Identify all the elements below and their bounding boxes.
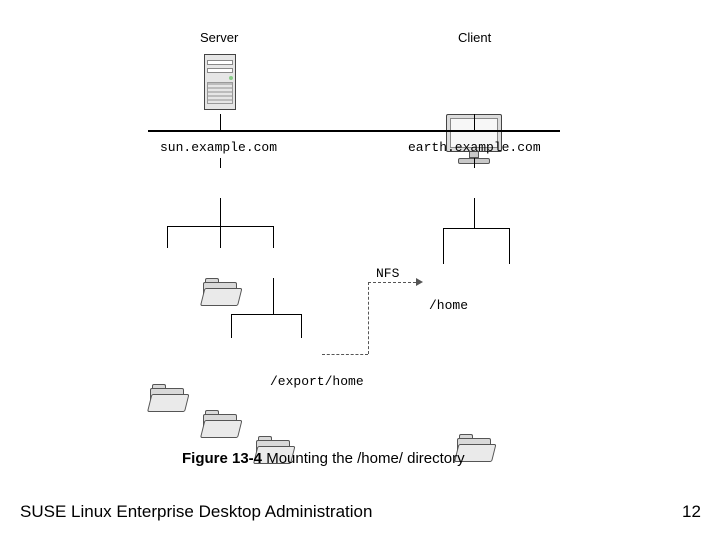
folder-icon [203,278,237,304]
label-server: Server [200,30,238,45]
connector-line [220,198,221,226]
nfs-path [368,282,369,354]
server-icon [204,54,236,110]
connector-line [273,278,274,314]
folder-icon [203,410,237,436]
connector-line [220,158,221,168]
connector-line [301,314,302,338]
connector-line [220,114,221,130]
label-nfs: NFS [376,266,399,281]
connector-line [474,198,475,228]
folder-icon [150,384,184,410]
arrowhead-icon [416,278,423,286]
connector-line [443,228,509,229]
connector-line [231,314,301,315]
footer-text: SUSE Linux Enterprise Desktop Administra… [20,502,372,522]
label-home: /home [429,298,468,313]
figure-caption: Figure 13-4 Mounting the /home/ director… [182,450,465,467]
connector-line [220,226,221,248]
label-client: Client [458,30,491,45]
nfs-path [368,282,416,283]
connector-line [167,226,168,248]
connector-line [231,314,232,338]
label-earth: earth.example.com [408,140,541,155]
connector-line [443,228,444,264]
network-line [148,130,560,132]
nfs-mount-diagram: Server Client sun.example.com earth.exam… [140,30,580,410]
figure-number: Figure 13-4 [182,450,262,467]
page: Server Client sun.example.com earth.exam… [0,0,720,540]
nfs-path [322,354,368,355]
figure-title: Mounting the /home/ directory [266,450,464,467]
page-number: 12 [682,502,701,522]
connector-line [273,226,274,248]
label-export-home: /export/home [270,374,364,389]
connector-line [474,158,475,168]
connector-line [509,228,510,264]
label-sun: sun.example.com [160,140,277,155]
connector-line [474,114,475,130]
